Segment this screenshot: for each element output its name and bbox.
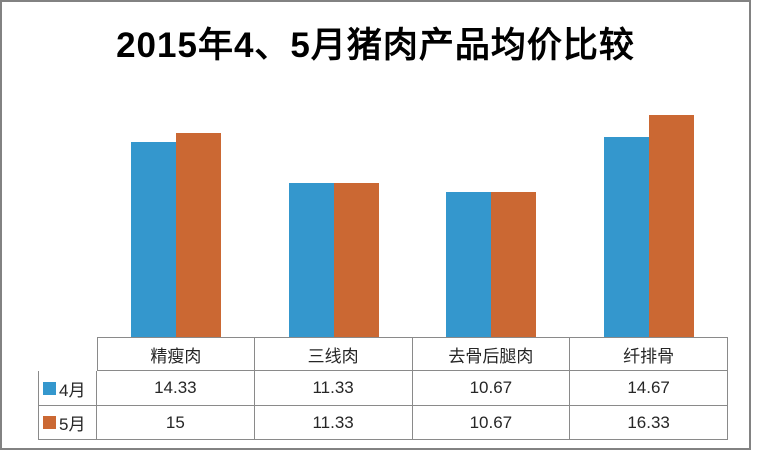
- bar-series1-cat1: [130, 142, 176, 337]
- data-table: 精瘦肉 三线肉 去骨后腿肉 纤排骨 4月 14.33 11.33 10.67 14.67 5月 15…: [38, 337, 728, 440]
- bar-series1-cat4: [604, 137, 650, 337]
- series-label-cell: 4月: [38, 371, 97, 406]
- value-cell-series1-cat1: 14.33: [97, 371, 255, 406]
- value-cell-series2-cat2: 11.33: [254, 406, 413, 440]
- value-cell-series1-cat4: 14.67: [570, 371, 728, 406]
- value-cell-series2-cat3: 10.67: [412, 406, 571, 440]
- category-header-cell: 精瘦肉: [97, 337, 255, 371]
- table-corner-cell: [38, 337, 97, 371]
- value-cell-series1-cat2: 11.33: [254, 371, 413, 406]
- legend-swatch-series1: [43, 381, 56, 395]
- value-cell-series1-cat3: 10.67: [412, 371, 571, 406]
- category-header-cell: 去骨后腿肉: [412, 337, 571, 371]
- category-header-cell: 纤排骨: [570, 337, 728, 371]
- legend-swatch-series2: [43, 416, 56, 429]
- bar-series2-cat2: [333, 183, 379, 337]
- bar-series1-cat3: [446, 192, 492, 337]
- series-name-label: 5月: [59, 415, 86, 434]
- bar-series1-cat2: [288, 183, 334, 337]
- bar-series2-cat1: [175, 133, 221, 337]
- category-header-cell: 三线肉: [254, 337, 413, 371]
- bar-series2-cat4: [649, 115, 695, 337]
- plot-area: [97, 0, 728, 337]
- value-cell-series2-cat1: 15: [97, 406, 255, 440]
- value-cell-series2-cat4: 16.33: [570, 406, 728, 440]
- series-label-cell: 5月: [38, 406, 97, 440]
- series-name-label: 4月: [59, 380, 86, 400]
- chart-title: 2015年4、5月猪肉产品均价比较: [116, 26, 635, 65]
- bar-series2-cat3: [491, 192, 537, 337]
